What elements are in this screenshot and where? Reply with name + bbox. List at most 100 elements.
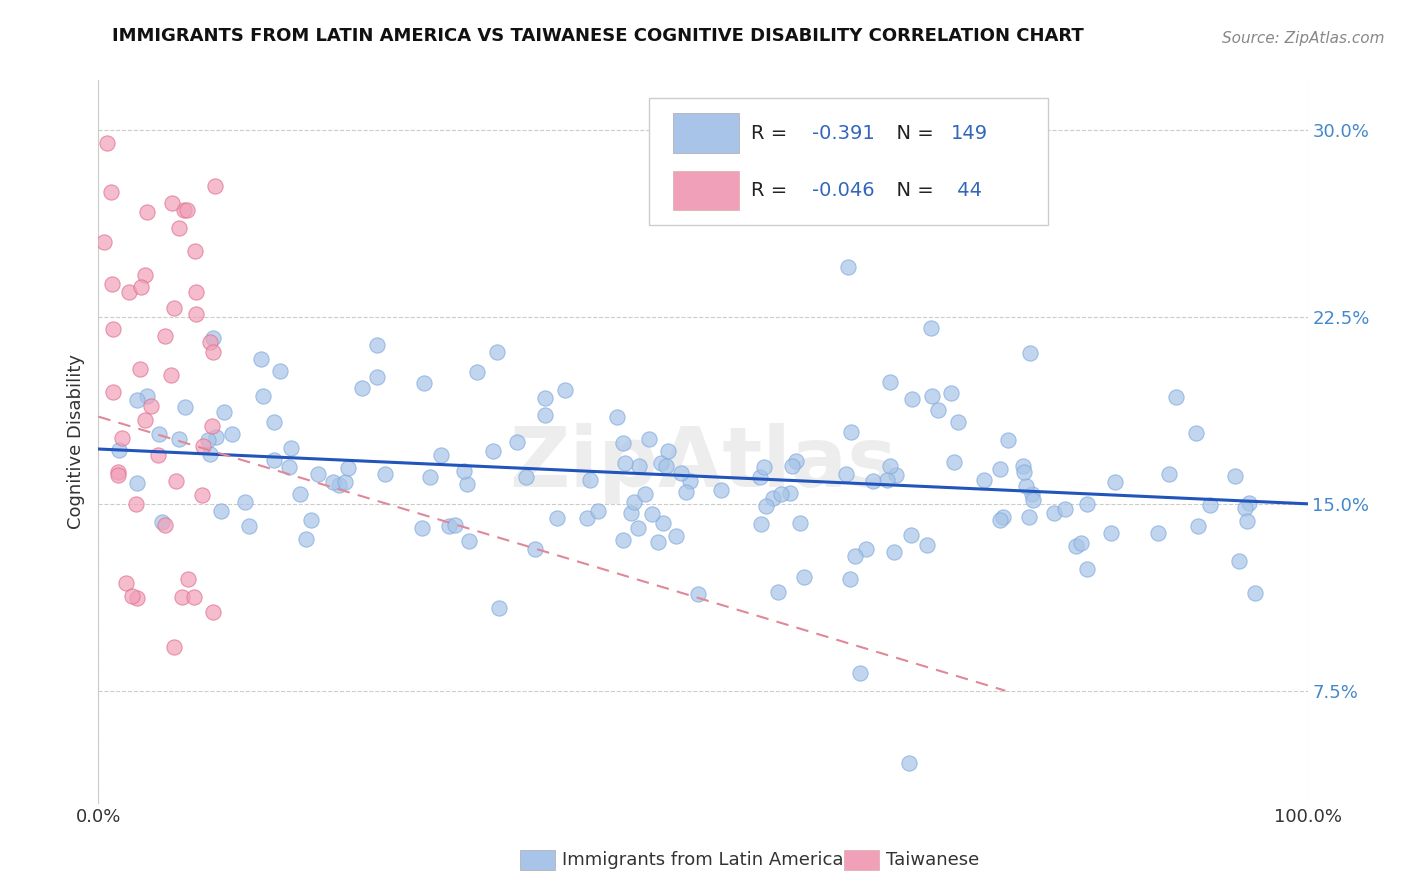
Point [993,509,1015,524]
Point [177,572,200,586]
Point [506,434,529,449]
Point [288,487,311,501]
Text: N =: N = [884,123,941,143]
Point [997,433,1019,447]
Point [883,545,905,559]
Point [671,466,693,480]
Point [612,533,634,547]
Point [766,585,789,599]
Point [1012,459,1035,474]
Point [121,589,143,603]
Point [333,475,356,489]
Point [627,459,650,474]
Point [915,538,938,552]
Point [1054,501,1077,516]
Point [1012,465,1035,479]
Point [1236,514,1258,528]
Point [411,521,433,535]
Point [107,465,129,479]
Text: R =: R = [751,123,794,143]
Point [1147,525,1170,540]
Point [973,474,995,488]
Point [205,430,228,444]
Text: 149: 149 [950,123,988,143]
Point [135,205,157,219]
Point [785,454,807,468]
Point [173,203,195,218]
Point [118,285,141,299]
Point [125,591,148,605]
Point [107,468,129,483]
Point [1076,562,1098,576]
Point [322,475,344,490]
Point [129,362,152,376]
Point [637,432,659,446]
Point [172,590,194,604]
Point [93,235,115,250]
Point [184,244,207,258]
Point [849,666,872,681]
Point [328,478,350,492]
Point [456,476,478,491]
Point [920,320,942,334]
Point [153,328,176,343]
Point [762,491,785,505]
Point [586,504,609,518]
Point [515,470,537,484]
Point [198,334,221,349]
Point [129,279,152,293]
Point [900,528,922,542]
Point [755,499,778,513]
Point [127,476,149,491]
Point [238,519,260,533]
Point [665,529,688,543]
Point [623,495,645,509]
Point [269,364,291,378]
Point [1070,536,1092,550]
Point [657,444,679,458]
Point [263,415,285,429]
Point [167,433,190,447]
Point [139,399,162,413]
Point [1101,526,1123,541]
Point [841,425,863,439]
Point [897,756,920,770]
Text: N =: N = [884,181,941,201]
Point [352,381,374,395]
Point [748,470,770,484]
Point [307,467,329,481]
Point [412,376,434,390]
Point [153,518,176,533]
Point [108,443,131,458]
Point [1021,487,1043,501]
Point [148,427,170,442]
Point [941,385,963,400]
Point [252,389,274,403]
Point [197,433,219,447]
Point [619,506,641,520]
Point [249,352,271,367]
Point [523,542,546,557]
FancyBboxPatch shape [673,112,740,153]
Point [125,498,148,512]
Point [675,484,697,499]
Point [202,605,225,619]
Point [336,460,359,475]
Text: Immigrants from Latin America: Immigrants from Latin America [562,851,844,869]
Point [186,285,208,300]
Point [647,534,669,549]
Point [419,470,441,484]
Point [578,473,600,487]
Point [1104,475,1126,490]
Point [233,495,256,509]
Point [1015,479,1038,493]
Point [554,383,576,397]
Point [749,517,772,532]
Point [486,345,509,359]
Point [134,413,156,427]
Point [176,203,198,218]
Point [626,520,648,534]
Point [198,447,221,461]
Point [190,488,212,502]
Point [160,368,183,382]
